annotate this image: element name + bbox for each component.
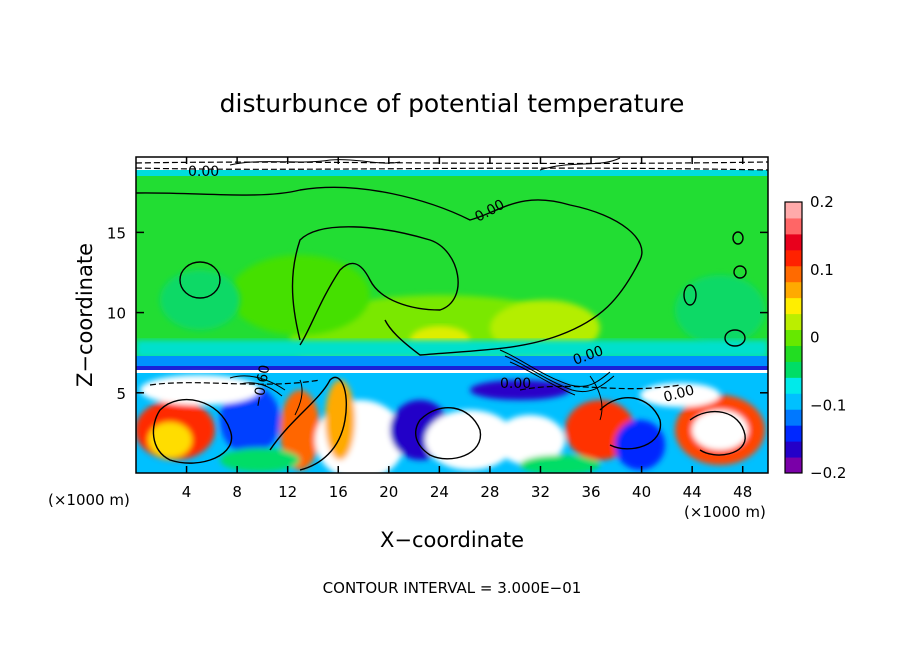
cool-patch xyxy=(675,275,765,345)
colorbar-ticks: 0.2 0.1 0 −0.1 −0.2 xyxy=(810,193,846,482)
x-tick-label: 20 xyxy=(379,483,398,501)
colorbar xyxy=(784,201,803,474)
x-tick-label: 40 xyxy=(632,483,651,501)
top-strip xyxy=(136,170,768,176)
colorbar-segment xyxy=(785,217,802,235)
y-tick-label: 10 xyxy=(107,305,126,323)
colorbar-segment xyxy=(785,233,802,251)
x-tick-label: 44 xyxy=(683,483,702,501)
colorbar-tick-label: 0.1 xyxy=(810,261,834,279)
colorbar-tick-label: 0 xyxy=(810,329,820,347)
contour-label: 0.00 xyxy=(662,382,696,406)
colorbar-tick-label: −0.2 xyxy=(810,464,846,482)
dashed-contours xyxy=(136,161,768,391)
colorbar-segment xyxy=(785,313,802,331)
plot-frame xyxy=(135,156,769,474)
colorbar-segment xyxy=(785,297,802,315)
x-tick-label: 16 xyxy=(329,483,348,501)
colorbar-segment xyxy=(785,281,802,299)
contour-lines xyxy=(136,186,747,471)
y-tick-label: 5 xyxy=(116,385,126,403)
colorbar-segment xyxy=(785,265,802,283)
y-axis: 5 10 15 xyxy=(107,224,768,403)
chart-title: disturbunce of potential temperature xyxy=(220,89,685,118)
dense-contours xyxy=(229,157,621,421)
deep-blue-line xyxy=(136,366,768,370)
colorbar-segment xyxy=(785,202,802,219)
colorbar-segment xyxy=(785,361,802,378)
x-tick-label: 28 xyxy=(480,483,499,501)
colorbar-segment xyxy=(785,249,802,267)
x-axis: 4 8 12 16 20 24 28 32 36 40 44 48 xyxy=(182,157,752,501)
colorbar-segment xyxy=(785,457,802,474)
cyan-band xyxy=(136,340,768,358)
contour-interval: CONTOUR INTERVAL = 3.000E−01 xyxy=(323,579,582,597)
x-tick-label: 4 xyxy=(182,483,192,501)
y-axis-title: Z−coordinate xyxy=(73,243,97,387)
colorbar-segment xyxy=(785,425,802,442)
x-tick-label: 36 xyxy=(581,483,600,501)
colorbar-tick-label: −0.1 xyxy=(810,396,846,414)
x-tick-label: 48 xyxy=(733,483,752,501)
x-tick-label: 8 xyxy=(232,483,242,501)
contour-label: −0.60 xyxy=(250,364,273,409)
colorbar-segment xyxy=(785,377,802,394)
x-unit-left: (×1000 m) xyxy=(48,491,130,509)
x-axis-title: X−coordinate xyxy=(380,528,524,552)
contour-label: 0.00 xyxy=(188,164,219,180)
x-tick-label: 32 xyxy=(531,483,550,501)
cool-patch xyxy=(160,270,240,330)
colorbar-segment xyxy=(785,345,802,362)
interface-line xyxy=(136,370,768,373)
x-tick-label: 24 xyxy=(430,483,449,501)
warm-blob xyxy=(230,255,370,335)
colorbar-segment xyxy=(785,441,802,458)
y-tick-label: 15 xyxy=(107,224,126,242)
colorbar-tick-label: 0.2 xyxy=(810,193,834,211)
colorbar-segment xyxy=(785,329,802,346)
x-unit-right: (×1000 m) xyxy=(684,503,766,521)
colorbar-frame xyxy=(784,201,803,474)
colorbar-segment xyxy=(785,393,802,410)
lower-turbulence xyxy=(136,375,765,473)
x-tick-label: 12 xyxy=(278,483,297,501)
contour-label: 0.00 xyxy=(500,376,531,392)
heatmap-field: 0.00 0.00 0.00 −0.60 0.00 0.00 xyxy=(136,157,768,473)
colorbar-segment xyxy=(785,409,802,426)
